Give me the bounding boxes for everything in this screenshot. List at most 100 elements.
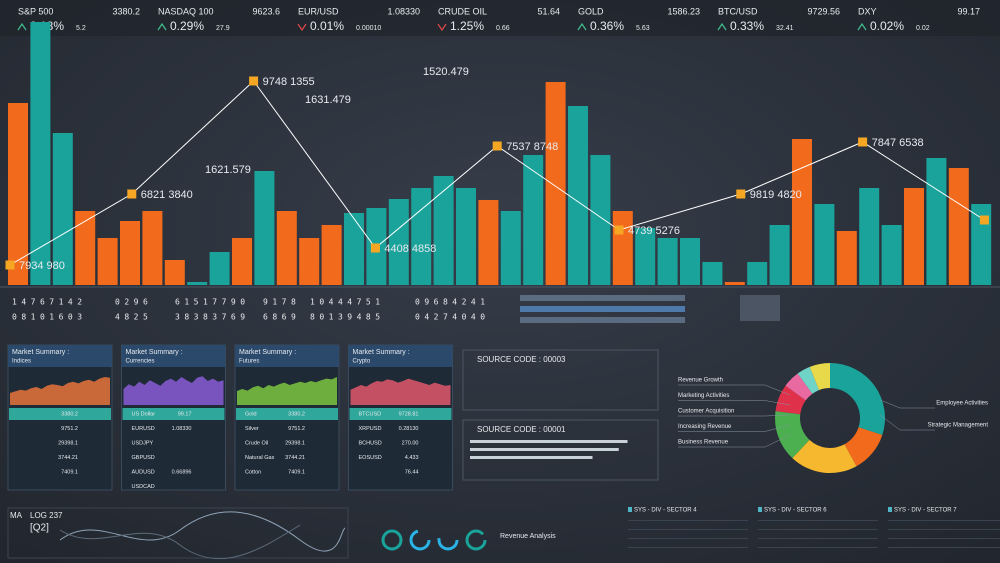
row-name: BCHUSD	[359, 440, 382, 446]
ticker-change: 0.02%	[870, 19, 904, 33]
donut-label: Revenue Growth	[678, 378, 723, 384]
quarter-label: [Q2]	[30, 523, 49, 534]
row-value: 29398.1	[285, 440, 305, 446]
bar	[142, 211, 163, 285]
ticker-arrow	[717, 22, 727, 31]
ticker-name: DXY	[858, 6, 877, 16]
bar	[75, 211, 96, 285]
gauge	[437, 529, 459, 551]
status-block	[740, 295, 780, 321]
ticker-change: 1.25%	[450, 19, 484, 33]
row-name: Cotton	[245, 469, 261, 475]
bar	[97, 238, 118, 285]
sector-title: SYS - DIV - SECTOR 7	[894, 508, 957, 514]
line-label: 7934 980	[19, 260, 65, 272]
digit-group: 61517790	[175, 298, 250, 307]
ticker-delta: 32.41	[776, 25, 794, 32]
bar	[523, 155, 544, 285]
wave	[59, 524, 301, 560]
bar	[8, 103, 28, 285]
card-subtitle: Futures	[239, 359, 259, 365]
bar	[276, 211, 297, 285]
sector-row	[888, 538, 1000, 539]
leader	[678, 384, 791, 396]
donut-slice	[792, 439, 857, 473]
row-highlight	[349, 408, 452, 420]
row-name: USDCAD	[132, 484, 155, 490]
ticker-price: 3380.2	[112, 6, 140, 16]
bar	[881, 225, 902, 285]
bar	[948, 168, 969, 285]
gauge	[381, 529, 403, 551]
bar	[120, 221, 140, 285]
sector-title: SYS - DIV - SECTOR 4	[634, 508, 697, 514]
row-value: 3380.2	[61, 411, 78, 417]
leader	[678, 434, 791, 448]
annotation: 1621.579	[205, 164, 251, 176]
card-title: Market Summary :	[353, 349, 410, 356]
card-title: Market Summary :	[126, 349, 183, 356]
bar	[590, 155, 611, 285]
status-bar	[520, 295, 685, 301]
row-name: Gold	[245, 411, 257, 417]
ticker-delta: 5.63	[636, 25, 650, 32]
row-value: 0.66896	[172, 469, 192, 475]
sector-row	[758, 547, 878, 548]
bar	[478, 200, 499, 285]
digit-group: 9178	[263, 298, 300, 307]
bar	[30, 22, 51, 285]
bar	[232, 238, 252, 285]
line-label: 4408 4858	[384, 243, 436, 255]
card-header	[235, 345, 339, 367]
line-marker	[249, 76, 259, 86]
card-subtitle: Indices	[12, 359, 31, 365]
bar	[568, 106, 588, 285]
donut-label: Customer Acquisition	[678, 409, 734, 415]
row-value: 7409.1	[61, 469, 78, 475]
sector-row	[888, 547, 1000, 548]
donut-label: Marketing Activities	[678, 393, 729, 399]
donut-label: Increasing Revenue	[678, 424, 732, 430]
card-area	[350, 378, 451, 405]
row-name: EOSUSD	[359, 455, 382, 461]
card-title: Market Summary :	[239, 349, 296, 356]
row-name: XRPUSD	[359, 426, 382, 432]
sector-row	[628, 520, 748, 521]
sector-row	[888, 529, 1000, 530]
sector-row	[628, 538, 748, 539]
ticker-price: 51.64	[537, 6, 560, 16]
row-value: 76.44	[405, 469, 419, 475]
digit-group: 6869	[263, 313, 300, 322]
digit-group: 0296	[115, 298, 152, 307]
bar	[680, 238, 700, 285]
bar	[433, 176, 454, 285]
bar	[814, 204, 835, 285]
bar	[299, 238, 320, 285]
row-value: 3744.21	[58, 455, 78, 461]
row-value: 3744.21	[285, 455, 305, 461]
revenue-title: Revenue Analysis	[500, 533, 556, 540]
bar	[411, 188, 432, 285]
ticker-arrow	[157, 22, 167, 31]
digit-group: 4825	[115, 313, 152, 322]
digit-group: 14767142	[12, 298, 87, 307]
gauge	[409, 529, 431, 551]
bar	[769, 225, 790, 285]
digit-group: 04274040	[415, 313, 490, 322]
ticker-change: 0.29%	[170, 19, 204, 33]
sector-marker	[758, 507, 762, 512]
card-header	[8, 345, 112, 367]
bar	[545, 82, 566, 285]
donut-label: Strategic Management	[928, 423, 989, 429]
ticker-name: S&P 500	[18, 6, 53, 16]
row-value: 4.433	[405, 455, 419, 461]
bar	[657, 238, 678, 285]
line-marker	[614, 225, 624, 235]
donut-label: Employee Activities	[936, 401, 988, 407]
bar	[254, 171, 275, 285]
card-subtitle: Crypto	[353, 359, 371, 365]
wave-panel	[7, 507, 349, 559]
row-name: Silver	[245, 426, 259, 432]
line-marker	[979, 215, 989, 225]
